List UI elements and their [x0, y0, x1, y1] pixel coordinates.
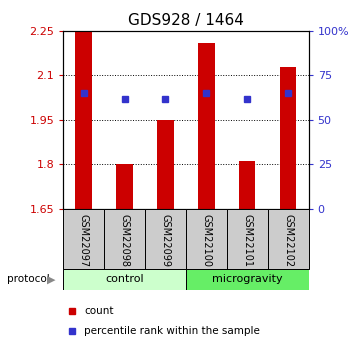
- Bar: [116, 164, 133, 209]
- Bar: [145, 209, 186, 269]
- Bar: [268, 209, 309, 269]
- Text: ▶: ▶: [47, 275, 56, 284]
- Text: GSM22102: GSM22102: [283, 214, 293, 267]
- Text: GSM22097: GSM22097: [79, 214, 89, 267]
- Bar: [63, 209, 104, 269]
- Bar: [104, 209, 145, 269]
- Bar: [227, 209, 268, 269]
- Bar: [157, 120, 174, 209]
- Text: count: count: [84, 306, 113, 315]
- Text: protocol: protocol: [7, 275, 50, 284]
- Text: GSM22100: GSM22100: [201, 214, 212, 267]
- Bar: [63, 269, 186, 290]
- Text: GSM22099: GSM22099: [160, 214, 170, 267]
- Bar: [75, 31, 92, 209]
- Text: GSM22101: GSM22101: [242, 214, 252, 267]
- Text: percentile rank within the sample: percentile rank within the sample: [84, 326, 260, 336]
- Bar: [198, 43, 214, 209]
- Bar: [280, 67, 296, 209]
- Text: control: control: [105, 275, 144, 284]
- Bar: [186, 269, 309, 290]
- Bar: [186, 209, 227, 269]
- Text: microgravity: microgravity: [212, 275, 283, 284]
- Title: GDS928 / 1464: GDS928 / 1464: [128, 13, 244, 29]
- Bar: [239, 161, 256, 209]
- Text: GSM22098: GSM22098: [119, 214, 130, 267]
